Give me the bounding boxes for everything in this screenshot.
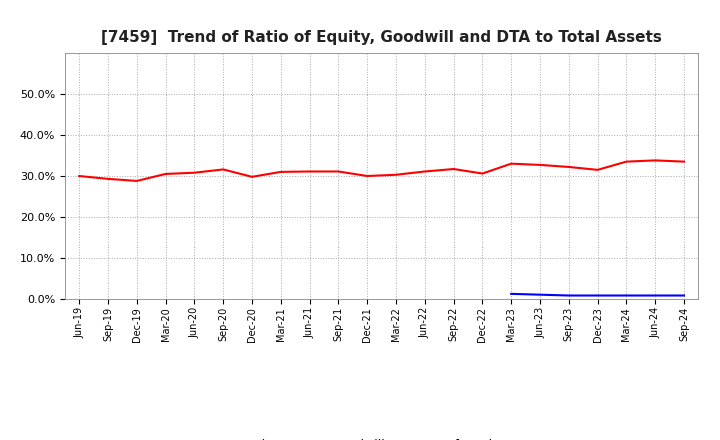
Equity [680,159,688,164]
Equity [392,172,400,177]
Legend: Equity, Goodwill, Deferred Tax Assets: Equity, Goodwill, Deferred Tax Assets [197,433,567,440]
Line: Equity: Equity [79,161,684,181]
Equity [363,173,372,179]
Equity [161,171,170,176]
Goodwill [622,293,631,298]
Equity [622,159,631,164]
Equity [104,176,112,182]
Goodwill [507,291,516,297]
Equity [449,166,458,172]
Line: Goodwill: Goodwill [511,294,684,296]
Equity [478,171,487,176]
Equity [564,164,573,169]
Goodwill [651,293,660,298]
Goodwill [564,293,573,298]
Equity [190,170,199,176]
Equity [651,158,660,163]
Equity [536,162,544,168]
Equity [248,174,256,180]
Equity [334,169,343,174]
Equity [420,169,429,174]
Equity [305,169,314,174]
Title: [7459]  Trend of Ratio of Equity, Goodwill and DTA to Total Assets: [7459] Trend of Ratio of Equity, Goodwil… [102,29,662,45]
Equity [593,167,602,172]
Goodwill [593,293,602,298]
Equity [276,169,285,175]
Goodwill [680,293,688,298]
Equity [132,178,141,183]
Goodwill [536,292,544,297]
Equity [75,173,84,179]
Equity [219,167,228,172]
Equity [507,161,516,166]
